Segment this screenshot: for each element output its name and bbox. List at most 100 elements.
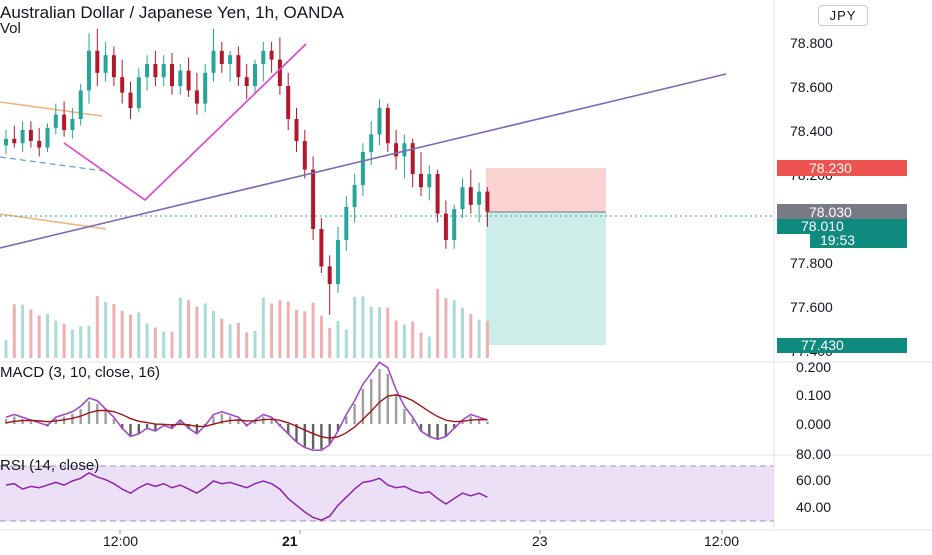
price-axis: 78.800 78.600 78.400 78.200 77.800 77.60… <box>790 35 833 359</box>
candle-body <box>161 64 166 78</box>
price-tick: 77.600 <box>790 299 833 315</box>
macd-histogram-bar <box>361 389 365 424</box>
macd-histogram-bar <box>336 424 340 432</box>
macd-histogram-bar <box>220 414 223 424</box>
candle-body <box>53 114 58 128</box>
macd-histogram-bar <box>121 424 124 429</box>
price-tick: 78.400 <box>790 123 833 139</box>
volume-bar <box>311 302 315 358</box>
stop-loss-zone[interactable] <box>486 168 606 212</box>
volume-bar <box>361 296 365 358</box>
macd-histogram-bar <box>13 416 16 424</box>
volume-bar <box>386 307 390 358</box>
candle-body <box>452 209 457 240</box>
volume-bar <box>95 296 99 358</box>
macd-histogram-bar <box>129 424 132 437</box>
volume-bar <box>444 298 448 358</box>
macd-histogram-bar <box>453 424 456 429</box>
volume-bar <box>303 311 307 358</box>
v-pattern-drawing[interactable] <box>63 43 307 202</box>
macd-histogram-bar <box>444 424 448 437</box>
rsi-title[interactable]: RSI (14, close) <box>0 457 100 474</box>
candle-body <box>178 70 183 86</box>
macd-histogram-bar <box>328 424 331 444</box>
volume-bar <box>419 332 423 358</box>
candle-body <box>186 70 191 91</box>
volume-bar <box>170 332 174 358</box>
candle-body <box>427 174 432 188</box>
candle-body <box>95 50 100 73</box>
candle-body <box>410 143 415 174</box>
volume-bar <box>153 327 157 358</box>
candle-body <box>261 50 266 64</box>
volume-bar <box>79 326 83 358</box>
bid-price-tag: 78.010 <box>777 219 907 234</box>
dashed-blue-line <box>0 156 105 172</box>
volume-bar <box>295 310 298 358</box>
volume-bar <box>37 315 41 358</box>
macd-histogram-bar <box>187 424 190 429</box>
candle-body <box>377 108 382 135</box>
candle-body <box>269 50 274 60</box>
macd-line <box>5 361 488 452</box>
macd-histogram-bar <box>96 404 99 424</box>
macd-histogram-bar <box>21 419 24 424</box>
volume-bar <box>411 321 415 358</box>
volume-bar <box>203 303 207 358</box>
candle-body <box>4 138 8 146</box>
volume-bar <box>245 332 249 358</box>
macd-histogram-bar <box>154 424 157 432</box>
volume-bar <box>21 304 25 358</box>
rsi-tick: 60.00 <box>796 472 831 488</box>
macd-histogram-bar <box>370 379 373 424</box>
volume-bar <box>12 304 16 358</box>
macd-histogram-bar <box>170 424 174 429</box>
candle-body <box>78 90 83 119</box>
rsi-pane <box>5 472 488 521</box>
volume-bar <box>402 324 406 358</box>
macd-histogram-bar <box>403 409 406 424</box>
macd-histogram-bar <box>486 421 489 424</box>
take-profit-zone[interactable] <box>486 212 606 345</box>
candle-body <box>311 169 316 229</box>
macd-histogram-bar <box>411 419 414 424</box>
candle-body <box>153 64 158 78</box>
candle-body <box>211 50 216 73</box>
symbol-title[interactable]: Australian Dollar / Japanese Yen, 1h, OA… <box>0 3 344 22</box>
volume-bar <box>112 304 116 358</box>
candle-body <box>194 90 199 104</box>
candle-body <box>319 229 324 267</box>
macd-histogram-bar <box>461 421 464 424</box>
candle-body <box>277 59 282 86</box>
candle-body <box>460 187 465 210</box>
candle-body <box>327 266 332 284</box>
time-tick: 23 <box>532 533 548 549</box>
volume-bar <box>120 310 124 358</box>
candle-body <box>87 50 91 91</box>
candle-body <box>485 191 490 212</box>
candle-body <box>253 64 257 86</box>
volume-bar <box>253 331 257 358</box>
volume-bar <box>228 324 232 358</box>
volume-bar <box>195 306 199 358</box>
ascending-trendline[interactable] <box>0 73 727 249</box>
resistance-line-orange[interactable] <box>0 101 103 117</box>
macd-histogram-bar <box>179 421 182 424</box>
candle-body <box>369 134 374 152</box>
volume-bar <box>220 318 224 358</box>
currency-button[interactable]: JPY <box>818 5 868 26</box>
macd-histogram-bar <box>303 424 306 447</box>
stop-price-tag: 78.230 <box>777 160 907 176</box>
macd-histogram-bar <box>386 374 389 424</box>
candle-body <box>385 108 390 144</box>
volume-label[interactable]: Vol <box>0 20 21 37</box>
macd-title[interactable]: MACD (3, 10, close, 16) <box>0 364 161 381</box>
volume-bar <box>236 323 240 358</box>
candle-body <box>45 127 50 148</box>
volume-bar <box>378 307 381 358</box>
rsi-line <box>5 472 488 521</box>
volume-bar <box>87 325 91 358</box>
countdown-tag: 19:53 <box>810 233 907 248</box>
